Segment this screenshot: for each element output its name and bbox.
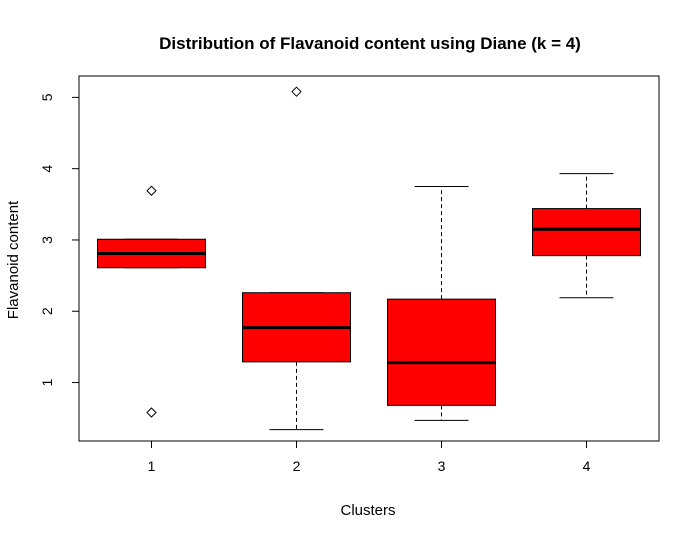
y-tick-label: 3 — [39, 236, 55, 244]
box-cluster-2 — [242, 86, 351, 431]
y-tick-label: 5 — [39, 93, 55, 101]
box-cluster-3 — [387, 185, 496, 421]
y-axis-label: Flavanoid content — [5, 200, 22, 319]
box-cluster-4 — [532, 173, 641, 299]
y-tick-label: 1 — [39, 378, 55, 386]
axes-layer: 1 2 3 4 1 2 3 4 5 — [39, 93, 591, 474]
x-tick-label: 4 — [583, 458, 591, 474]
x-tick-label: 3 — [438, 458, 446, 474]
x-axis-label: Clusters — [340, 502, 395, 519]
box-body — [532, 208, 641, 257]
boxes-layer — [97, 86, 641, 431]
y-tick-label: 2 — [39, 307, 55, 315]
outlier-point — [146, 185, 157, 196]
outlier-point — [146, 407, 157, 418]
y-tick-label: 4 — [39, 165, 55, 173]
box-body — [387, 298, 496, 406]
box-cluster-1 — [97, 185, 206, 418]
x-tick-label: 1 — [148, 458, 156, 474]
outlier-point — [291, 86, 302, 97]
x-tick-label: 2 — [293, 458, 301, 474]
chart-title: Distribution of Flavanoid content using … — [159, 34, 581, 53]
